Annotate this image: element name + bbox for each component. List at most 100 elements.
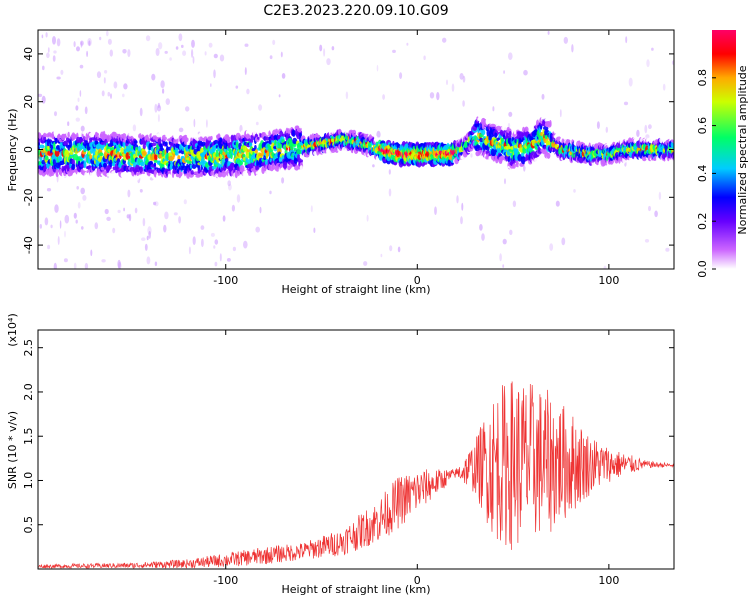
spectrogram-noise-cell <box>436 92 440 101</box>
spectrogram-noise-cell <box>549 243 554 251</box>
spectrogram-cell <box>634 138 638 143</box>
snr-frame <box>38 330 674 569</box>
spectrogram-noise-cell <box>228 183 232 191</box>
spectrogram-cell <box>216 156 221 163</box>
spectrogram-cell <box>490 123 496 128</box>
spectrogram-noise-cell <box>77 202 81 209</box>
spectrogram-cell <box>254 169 257 176</box>
spectrogram-noise-cell <box>160 80 165 89</box>
spectrogram-noise-cell <box>191 49 194 58</box>
spectrogram-noise-cell <box>323 48 326 57</box>
spectrogram-noise-cell <box>508 52 513 60</box>
spectrogram-noise-cell <box>434 206 437 215</box>
spectrogram-heatmap <box>38 30 674 269</box>
spectrogram-noise-cell <box>107 38 112 45</box>
spectrogram-cell <box>69 140 73 148</box>
spectrogram-noise-cell <box>175 46 179 50</box>
spectrogram-noise-cell <box>41 95 46 104</box>
spectrogram-noise-cell <box>56 76 61 80</box>
spectrogram-cell <box>510 146 514 150</box>
spectrogram-noise-cell <box>82 195 87 201</box>
spectrogram-cell <box>507 155 511 164</box>
spectrogram-noise-cell <box>110 93 112 99</box>
spectrogram-noise-cell <box>64 214 70 224</box>
spectrogram-noise-cell <box>126 214 130 219</box>
spectrogram-noise-cell <box>139 107 143 117</box>
spectrogram-ticks: -100 0 100 -40 -20 0 20 40 <box>22 30 674 287</box>
spectrogram-cell <box>496 137 500 141</box>
spectrogram-noise-cell <box>181 44 184 49</box>
spectrogram-noise-cell <box>157 114 160 123</box>
spectrogram-noise-cell <box>244 43 249 47</box>
spectrogram-noise-cell <box>503 70 505 74</box>
spectrogram-noise-cell <box>255 121 259 126</box>
spectrogram-noise-cell <box>605 126 608 133</box>
spectrogram-cell <box>254 145 257 150</box>
spectrogram-noise-cell <box>77 97 80 103</box>
spectrogram-noise-cell <box>399 72 403 79</box>
spectrogram-noise-cell <box>366 214 369 222</box>
spectrogram-cell <box>521 152 525 157</box>
spectrogram-cell <box>194 133 200 141</box>
spectrogram-cell <box>190 170 194 175</box>
spectrogram-noise-cell <box>109 49 114 57</box>
spectrogram-noise-cell <box>64 230 66 238</box>
spectrogram-cell <box>167 170 171 176</box>
spectrogram-cell <box>282 161 288 169</box>
spectrogram-cell <box>154 153 158 161</box>
spectrogram-cell <box>291 129 296 137</box>
spectrogram-cell <box>177 155 181 161</box>
y-tick-label: 0.5 <box>22 516 35 534</box>
spectrogram-noise-cell <box>57 236 60 245</box>
spectrogram-cell <box>120 147 125 155</box>
spectrogram-noise-cell <box>665 247 670 252</box>
spectrogram-noise-cell <box>73 212 77 219</box>
spectrogram-noise-cell <box>547 30 550 35</box>
spectrogram-noise-cell <box>50 224 53 229</box>
spectrogram-noise-cell <box>389 245 393 252</box>
spectrogram-cell <box>519 144 523 148</box>
spectrogram-cell <box>271 139 275 144</box>
spectrogram-cell <box>494 132 498 138</box>
spectrogram-ylabel: Frequency (Hz) <box>6 109 19 192</box>
spectrogram-cell <box>235 141 239 149</box>
spectrogram-cell <box>502 124 508 131</box>
spectrogram-noise-cell <box>60 69 64 75</box>
spectrogram-cell <box>534 157 539 163</box>
spectrogram-noise-cell <box>200 225 205 230</box>
spectrogram-cell <box>63 140 69 146</box>
spectrogram-noise-cell <box>75 105 79 111</box>
colorbar-gradient <box>712 30 736 269</box>
spectrogram-noise-cell <box>648 205 651 212</box>
spectrogram-cell <box>474 135 478 143</box>
spectrogram-cell <box>205 174 208 182</box>
y-tick-label: 0 <box>22 146 35 153</box>
spectrogram-cell <box>546 152 551 159</box>
spectrogram-noise-cell <box>118 261 122 269</box>
spectrogram-noise-cell <box>541 93 545 100</box>
spectrogram-noise-cell <box>226 258 231 262</box>
spectrogram-noise-cell <box>214 261 218 267</box>
spectrogram-cell <box>128 131 134 137</box>
spectrogram-noise-cell <box>178 216 182 224</box>
spectrogram-cell <box>512 163 516 169</box>
spectrogram-cell <box>71 163 76 170</box>
spectrogram-noise-cell <box>146 235 149 241</box>
spectrogram-noise-cell <box>363 261 368 266</box>
spectrogram-cell <box>317 134 321 139</box>
spectrogram-noise-cell <box>446 79 448 86</box>
figure-title: C2E3.2023.220.09.10.G09 <box>263 3 448 19</box>
spectrogram-noise-cell <box>193 118 196 128</box>
spectrogram-noise-cell <box>508 111 513 117</box>
spectrogram-noise-cell <box>142 217 146 227</box>
spectrogram-noise-cell <box>182 50 187 56</box>
spectrogram-noise-cell <box>596 121 600 129</box>
spectrogram-noise-cell <box>123 83 128 90</box>
spectrogram-noise-cell <box>392 49 396 54</box>
spectrogram-cell <box>492 148 497 156</box>
spectrogram-noise-cell <box>397 246 401 253</box>
spectrogram-noise-cell <box>380 253 383 258</box>
spectrogram-noise-cell <box>331 46 335 51</box>
spectrogram-noise-cell <box>204 51 207 56</box>
spectrogram-noise-cell <box>563 36 568 44</box>
